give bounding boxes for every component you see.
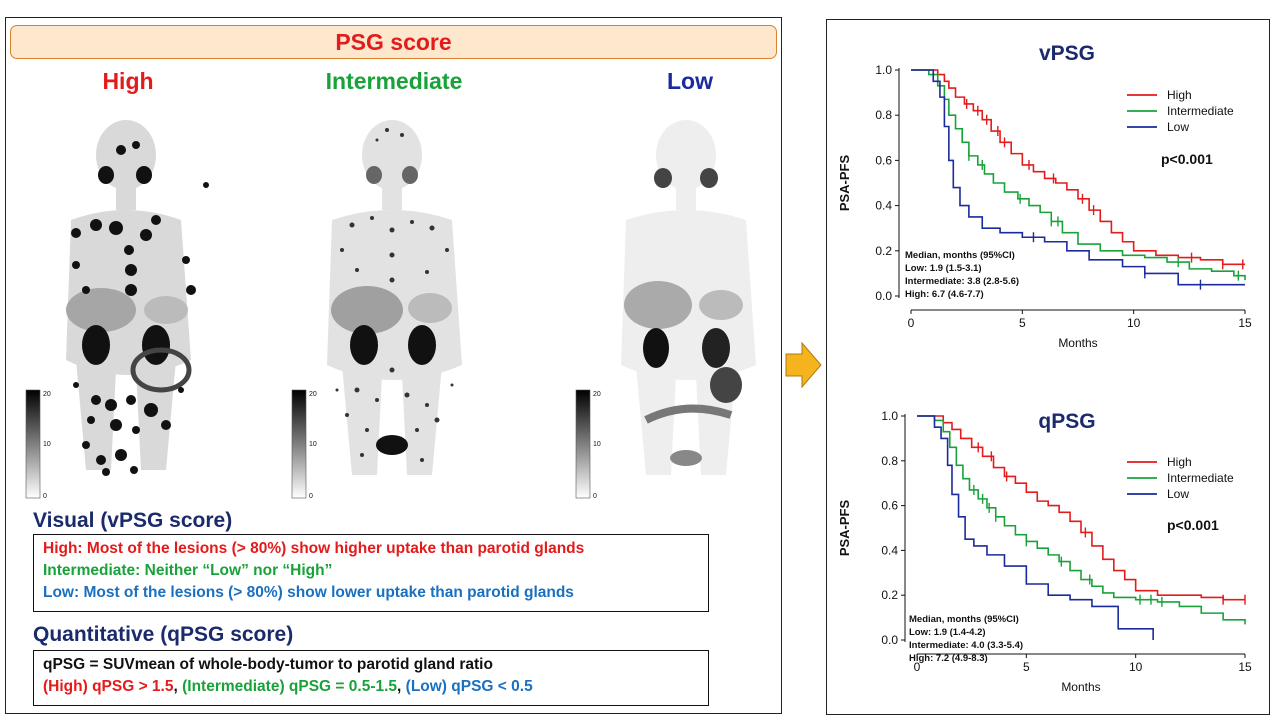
range-separator: , <box>173 678 183 695</box>
survival-curve-intermediate <box>917 415 1246 625</box>
intensity-scale-bar <box>575 389 591 499</box>
column-label-intermediate: Intermediate <box>325 68 463 94</box>
pet-scan-low: 20 10 0 <box>575 120 756 500</box>
qpsg-range-high: (High) qPSG > 1.5 <box>43 678 174 695</box>
visual-section-title: Visual (vPSG score) <box>33 509 233 532</box>
x-axis-label: Months <box>1058 336 1097 350</box>
km-chart-qpsg: qPSG 0.0 0.2 0.4 0.6 0.8 1.0 0 5 10 15 Months PSA-PF… <box>837 409 1252 694</box>
scale-tick-max: 20 <box>309 391 317 398</box>
left-panel: PSG score High Intermediate Low <box>5 17 782 714</box>
median-line: Low: 1.9 (1.5-3.1) <box>905 263 982 274</box>
pet-scan-high: 20 10 0 <box>25 120 209 500</box>
intensity-scale-bar <box>25 389 41 499</box>
range-separator: , <box>397 678 406 695</box>
survival-curve-low <box>911 69 1245 286</box>
scale-tick-max: 20 <box>593 391 601 398</box>
p-value: p<0.001 <box>1167 517 1219 533</box>
median-line: Intermediate: 4.0 (3.3-5.4) <box>909 640 1023 651</box>
y-tick-label: 0.8 <box>875 108 892 122</box>
median-line: High: 6.7 (4.6-7.7) <box>905 289 984 300</box>
psg-score-header: PSG score <box>10 25 777 59</box>
scale-tick-mid: 10 <box>43 441 51 448</box>
legend-label-intermediate: Intermediate <box>1167 471 1234 485</box>
scale-tick-min: 0 <box>43 493 47 500</box>
y-tick-label: 0.8 <box>881 454 898 468</box>
qpsg-range-low: (Low) qPSG < 0.5 <box>405 678 533 695</box>
legend-label-high: High <box>1167 455 1192 469</box>
median-line: Low: 1.9 (1.4-4.2) <box>909 627 986 638</box>
qpsg-formula: qPSG = SUVmean of whole-body-tumor to pa… <box>43 656 493 673</box>
qpsg-range-intermediate: (Intermediate) qPSG = 0.5-1.5 <box>182 678 398 695</box>
y-tick-label: 1.0 <box>875 63 892 77</box>
x-tick-label: 15 <box>1238 316 1252 330</box>
scale-tick-mid: 10 <box>309 441 317 448</box>
median-line: Intermediate: 3.8 (2.8-5.6) <box>905 276 1019 287</box>
x-tick-label: 5 <box>1023 660 1030 674</box>
x-tick-label: 10 <box>1127 316 1141 330</box>
survival-curve-high <box>911 69 1245 266</box>
qpsg-ranges: (High) qPSG > 1.5, (Intermediate) qPSG =… <box>43 676 699 698</box>
x-axis-label: Months <box>1061 680 1100 694</box>
median-header: Median, months (95%CI) <box>905 250 1015 261</box>
scale-tick-min: 0 <box>309 493 313 500</box>
x-tick-label: 10 <box>1129 660 1143 674</box>
p-value: p<0.001 <box>1161 151 1213 167</box>
intensity-scale-bar <box>291 389 307 499</box>
km-chart-vpsg: vPSG 0.0 0.2 0.4 0.6 0.8 1.0 0 5 10 15 Months PSA-PF… <box>837 42 1252 350</box>
y-axis-label: PSA-PFS <box>837 500 852 557</box>
scale-tick-max: 20 <box>43 391 51 398</box>
column-label-high: High <box>102 68 154 94</box>
y-tick-label: 0.4 <box>881 543 898 557</box>
y-tick-label: 0.2 <box>875 244 892 258</box>
chart-title: vPSG <box>1039 42 1095 65</box>
visual-criteria-low: Low: Most of the lesions (> 80%) show lo… <box>43 584 574 601</box>
y-axis-label: PSA-PFS <box>837 155 852 212</box>
x-tick-label: 0 <box>908 316 915 330</box>
legend-label-intermediate: Intermediate <box>1167 104 1234 118</box>
visual-criteria-high: High: Most of the lesions (> 80%) show h… <box>43 540 585 557</box>
column-label-low: Low <box>667 68 713 94</box>
x-tick-label: 15 <box>1238 660 1252 674</box>
legend-label-low: Low <box>1167 120 1189 134</box>
pet-scan-intermediate: 20 10 0 <box>291 120 462 500</box>
survival-curve-low <box>917 415 1154 640</box>
scale-tick-min: 0 <box>593 493 597 500</box>
legend-label-low: Low <box>1167 487 1189 501</box>
visual-criteria-box: High: Most of the lesions (> 80%) show h… <box>33 534 709 612</box>
scale-tick-mid: 10 <box>593 441 601 448</box>
median-line: High: 7.2 (4.9-8.3) <box>909 653 988 664</box>
survival-curve-high <box>917 415 1245 601</box>
right-panel: vPSG 0.0 0.2 0.4 0.6 0.8 1.0 0 5 10 15 Months PSA-PF… <box>826 19 1270 715</box>
quantitative-section-title: Quantitative (qPSG score) <box>33 623 294 646</box>
visual-criteria-intermediate: Intermediate: Neither “Low” nor “High” <box>43 562 333 579</box>
x-tick-label: 0 <box>914 660 921 674</box>
y-tick-label: 0.0 <box>875 289 892 303</box>
quantitative-criteria-box: qPSG = SUVmean of whole-body-tumor to pa… <box>33 650 709 706</box>
median-header: Median, months (95%CI) <box>909 614 1019 625</box>
chart-title: qPSG <box>1038 410 1095 433</box>
survival-curve-intermediate <box>911 69 1246 281</box>
y-tick-label: 0.6 <box>875 153 892 167</box>
y-tick-label: 0.0 <box>881 633 898 647</box>
y-tick-label: 1.0 <box>881 409 898 423</box>
y-tick-label: 0.4 <box>875 199 892 213</box>
arrow-right-icon <box>785 341 822 389</box>
x-tick-label: 5 <box>1019 316 1026 330</box>
legend-label-high: High <box>1167 88 1192 102</box>
y-tick-label: 0.2 <box>881 588 898 602</box>
y-tick-label: 0.6 <box>881 499 898 513</box>
